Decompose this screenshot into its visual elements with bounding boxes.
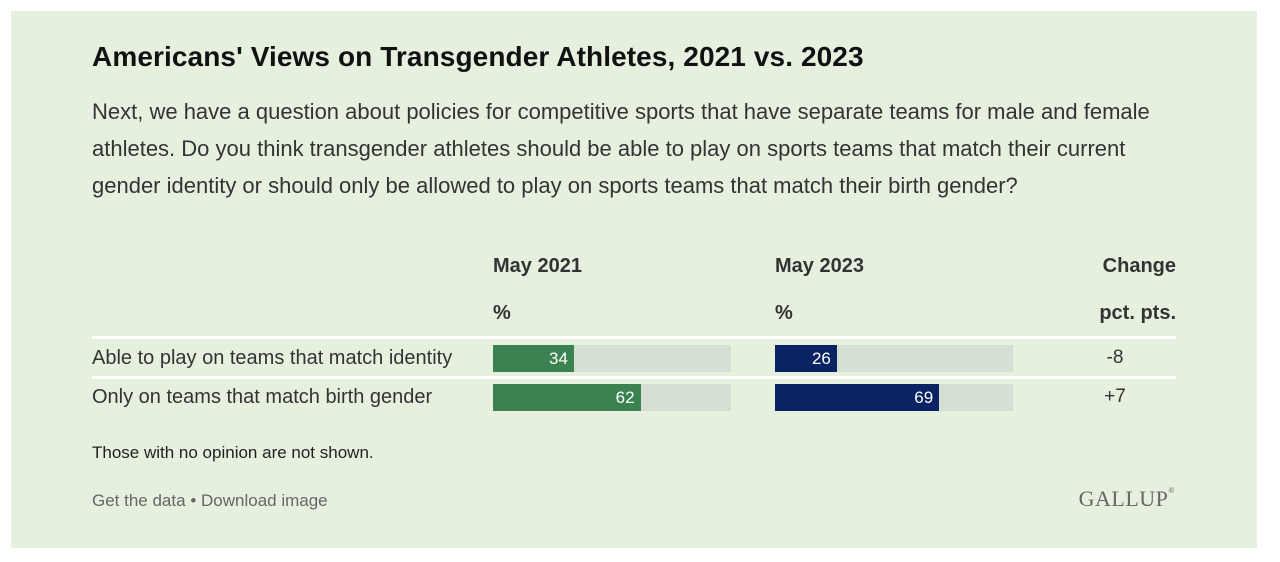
get-data-link[interactable]: Get the data <box>92 491 186 510</box>
bar-value-label: 26 <box>811 349 831 368</box>
gallup-logo-text: GALLUP <box>1078 486 1169 511</box>
change-value: +7 <box>1104 386 1126 407</box>
chart-title: Americans' Views on Transgender Athletes… <box>92 41 864 72</box>
gallup-logo: GALLUP® <box>1079 486 1175 512</box>
chart-links: Get the data • Download image <box>92 491 328 511</box>
bar-track: 62 <box>493 384 731 411</box>
bar-may-2021: 34 <box>493 345 574 372</box>
col-header-may-2023: May 2023 <box>775 255 864 277</box>
chart-card: Americans' Views on Transgender Athletes… <box>11 11 1257 548</box>
bar-may-2023: 26 <box>775 345 837 372</box>
bar-value-label: 69 <box>914 388 934 407</box>
bar-may-2021: 62 <box>493 384 641 411</box>
bar-track: 26 <box>775 345 1013 372</box>
row-label: Only on teams that match birth gender <box>92 386 433 408</box>
col-header-may-2021: May 2021 <box>493 255 582 277</box>
bar-value-label: 62 <box>615 388 635 407</box>
bar-may-2023: 69 <box>775 384 940 411</box>
chart-note: Those with no opinion are not shown. <box>92 443 374 462</box>
col-header-change: Change <box>1102 255 1176 277</box>
link-separator: • <box>190 491 197 510</box>
col-unit-may-2023: % <box>775 302 793 324</box>
survey-question: Next, we have a question about policies … <box>92 99 1150 198</box>
change-value: -8 <box>1106 347 1124 368</box>
col-unit-change: pct. pts. <box>1099 302 1176 324</box>
registered-mark: ® <box>1168 486 1175 495</box>
bar-value-label: 34 <box>548 349 568 368</box>
bar-track: 34 <box>493 345 731 372</box>
col-unit-may-2021: % <box>493 302 511 324</box>
bar-track: 69 <box>775 384 1013 411</box>
download-image-link[interactable]: Download image <box>201 491 328 510</box>
row-label: Able to play on teams that match identit… <box>92 347 453 369</box>
header-divider <box>92 336 1176 339</box>
row-divider <box>92 376 1176 379</box>
